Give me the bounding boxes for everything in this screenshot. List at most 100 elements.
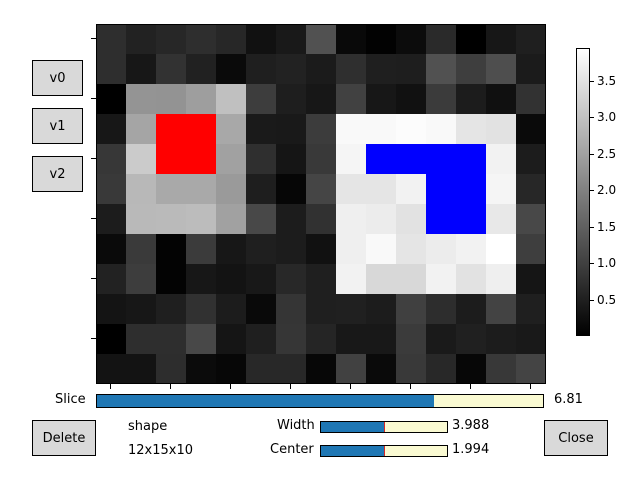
image-pixel bbox=[246, 24, 277, 55]
slice-slider-fill bbox=[97, 395, 435, 407]
center-slider[interactable] bbox=[320, 445, 448, 457]
x-tick bbox=[290, 384, 291, 389]
colorbar-tick-label: 3.5 bbox=[597, 74, 617, 88]
image-pixel bbox=[396, 324, 427, 355]
v2-button[interactable]: v2 bbox=[32, 156, 83, 192]
image-pixel bbox=[516, 204, 546, 235]
delete-button[interactable]: Delete bbox=[32, 420, 96, 456]
image-pixel bbox=[186, 234, 217, 265]
image-pixel bbox=[126, 174, 157, 205]
image-pixel bbox=[486, 234, 517, 265]
image-pixel bbox=[456, 144, 487, 175]
image-pixel bbox=[366, 54, 397, 85]
image-pixel bbox=[336, 234, 367, 265]
image-pixel bbox=[186, 324, 217, 355]
image-pixel bbox=[486, 264, 517, 295]
image-pixel bbox=[276, 294, 307, 325]
image-pixel bbox=[246, 264, 277, 295]
image-pixel bbox=[126, 324, 157, 355]
image-pixel bbox=[306, 84, 337, 115]
image-pixel bbox=[456, 174, 487, 205]
v0-button[interactable]: v0 bbox=[32, 60, 83, 96]
image-pixel bbox=[516, 264, 546, 295]
image-pixel bbox=[246, 234, 277, 265]
width-value: 3.988 bbox=[452, 418, 490, 433]
image-pixel bbox=[396, 174, 427, 205]
image-pixel bbox=[456, 54, 487, 85]
image-pixel bbox=[276, 234, 307, 265]
image-pixel bbox=[96, 234, 127, 265]
image-pixel bbox=[306, 294, 337, 325]
image-pixel bbox=[486, 324, 517, 355]
image-pixel bbox=[456, 354, 487, 384]
image-pixel bbox=[516, 54, 546, 85]
y-tick bbox=[91, 218, 96, 219]
image-pixel bbox=[396, 24, 427, 55]
close-button[interactable]: Close bbox=[544, 420, 608, 456]
image-pixel bbox=[396, 84, 427, 115]
image-pixel bbox=[96, 264, 127, 295]
image-pixel bbox=[426, 84, 457, 115]
v1-button[interactable]: v1 bbox=[32, 108, 83, 144]
x-tick bbox=[230, 384, 231, 389]
image-pixel bbox=[156, 204, 187, 235]
colorbar-tick bbox=[590, 117, 594, 118]
image-pixel bbox=[396, 144, 427, 175]
image-pixel bbox=[456, 84, 487, 115]
image-pixel bbox=[516, 234, 546, 265]
image-pixel bbox=[186, 54, 217, 85]
image-pixel bbox=[276, 324, 307, 355]
width-slider[interactable] bbox=[320, 421, 448, 433]
image-pixel bbox=[426, 114, 457, 145]
slice-slider[interactable] bbox=[96, 394, 544, 408]
image-pixel bbox=[276, 114, 307, 145]
image-pixel bbox=[246, 204, 277, 235]
image-pixel bbox=[366, 84, 397, 115]
image-pixel bbox=[336, 114, 367, 145]
image-pixel bbox=[456, 264, 487, 295]
image-view[interactable] bbox=[96, 24, 546, 384]
image-pixel bbox=[366, 174, 397, 205]
image-pixel bbox=[126, 144, 157, 175]
image-pixel bbox=[516, 174, 546, 205]
center-label: Center bbox=[270, 442, 314, 457]
x-tick bbox=[170, 384, 171, 389]
image-pixel bbox=[426, 294, 457, 325]
image-pixel bbox=[246, 174, 277, 205]
image-pixel bbox=[486, 204, 517, 235]
image-pixel bbox=[516, 294, 546, 325]
width-slider-init-marker bbox=[384, 422, 385, 432]
image-pixel bbox=[486, 24, 517, 55]
image-pixel bbox=[456, 204, 487, 235]
image-pixel bbox=[426, 234, 457, 265]
image-pixel bbox=[186, 264, 217, 295]
image-pixel bbox=[366, 294, 397, 325]
image-pixel bbox=[366, 264, 397, 295]
center-value: 1.994 bbox=[452, 442, 490, 457]
y-tick bbox=[91, 158, 96, 159]
image-pixel bbox=[276, 354, 307, 384]
image-pixel bbox=[126, 54, 157, 85]
image-pixel bbox=[186, 354, 217, 384]
image-pixel bbox=[276, 24, 307, 55]
image-pixel bbox=[276, 144, 307, 175]
y-tick bbox=[91, 38, 96, 39]
image-pixel bbox=[216, 54, 247, 85]
image-pixel bbox=[426, 144, 457, 175]
image-pixel bbox=[96, 144, 127, 175]
image-pixel bbox=[336, 24, 367, 55]
image-pixel bbox=[516, 354, 546, 384]
image-pixel bbox=[96, 84, 127, 115]
image-pixel bbox=[306, 354, 337, 384]
image-pixel bbox=[366, 324, 397, 355]
colorbar-tick bbox=[590, 154, 594, 155]
colorbar-tick bbox=[590, 190, 594, 191]
image-pixel bbox=[96, 114, 127, 145]
image-pixel bbox=[186, 114, 217, 145]
image-pixel bbox=[156, 144, 187, 175]
image-pixel bbox=[216, 234, 247, 265]
image-pixel bbox=[156, 354, 187, 384]
image-pixel bbox=[186, 204, 217, 235]
colorbar-tick-label: 1.0 bbox=[597, 256, 617, 270]
image-pixel bbox=[336, 264, 367, 295]
